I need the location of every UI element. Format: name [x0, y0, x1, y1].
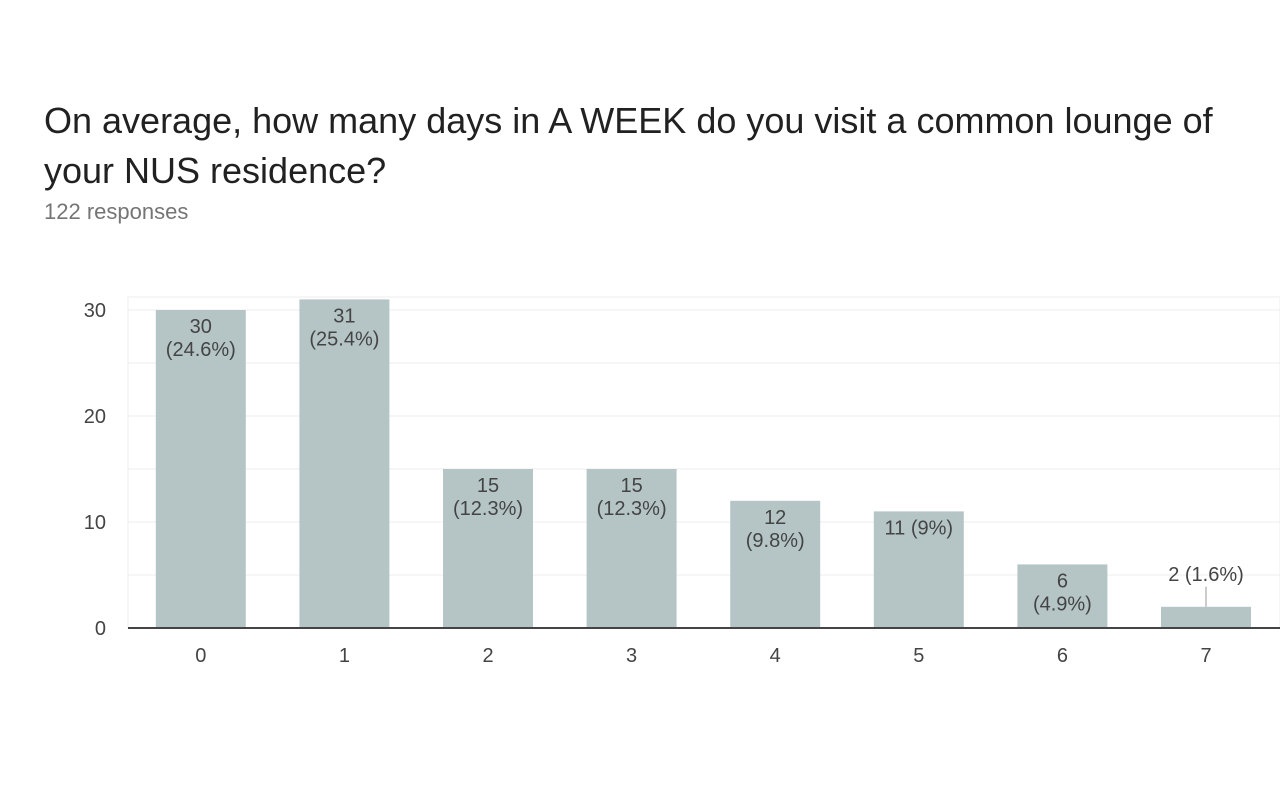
data-label: (25.4%): [309, 328, 379, 350]
bar: [730, 500, 821, 628]
data-label: (12.3%): [453, 498, 523, 520]
data-label: 31: [333, 305, 355, 327]
data-label: 6: [1057, 570, 1068, 592]
bar: [586, 469, 677, 628]
y-tick-label: 10: [84, 512, 106, 534]
data-label: 2 (1.6%): [1168, 564, 1244, 586]
x-tick-label: 1: [339, 645, 350, 667]
data-label: 11 (9%): [885, 517, 954, 539]
x-tick-label: 2: [482, 645, 493, 667]
bar: [1161, 606, 1251, 628]
bar: [1017, 564, 1108, 628]
data-label: (4.9%): [1033, 593, 1092, 615]
data-label: 15: [620, 475, 642, 497]
x-tick-label: 5: [913, 645, 924, 667]
data-label: 15: [477, 475, 499, 497]
question-title: On average, how many days in A WEEK do y…: [44, 100, 1213, 191]
data-label: 12: [764, 507, 786, 529]
y-tick-label: 20: [84, 406, 106, 428]
y-tick-label: 0: [95, 618, 106, 640]
response-count: 122 responses: [44, 199, 189, 224]
bar: [873, 511, 964, 628]
data-label: 30: [190, 316, 212, 338]
x-tick-label: 4: [770, 645, 781, 667]
x-tick-label: 6: [1057, 645, 1068, 667]
y-tick-label: 30: [84, 300, 106, 322]
x-tick-label: 3: [626, 645, 637, 667]
bar: [443, 469, 533, 628]
x-tick-label: 0: [195, 645, 206, 667]
data-label: (9.8%): [746, 530, 805, 552]
data-label: (12.3%): [597, 498, 667, 520]
x-tick-label: 7: [1200, 645, 1211, 667]
data-label: (24.6%): [166, 339, 236, 361]
bar: [299, 299, 390, 628]
bar: [155, 310, 246, 628]
